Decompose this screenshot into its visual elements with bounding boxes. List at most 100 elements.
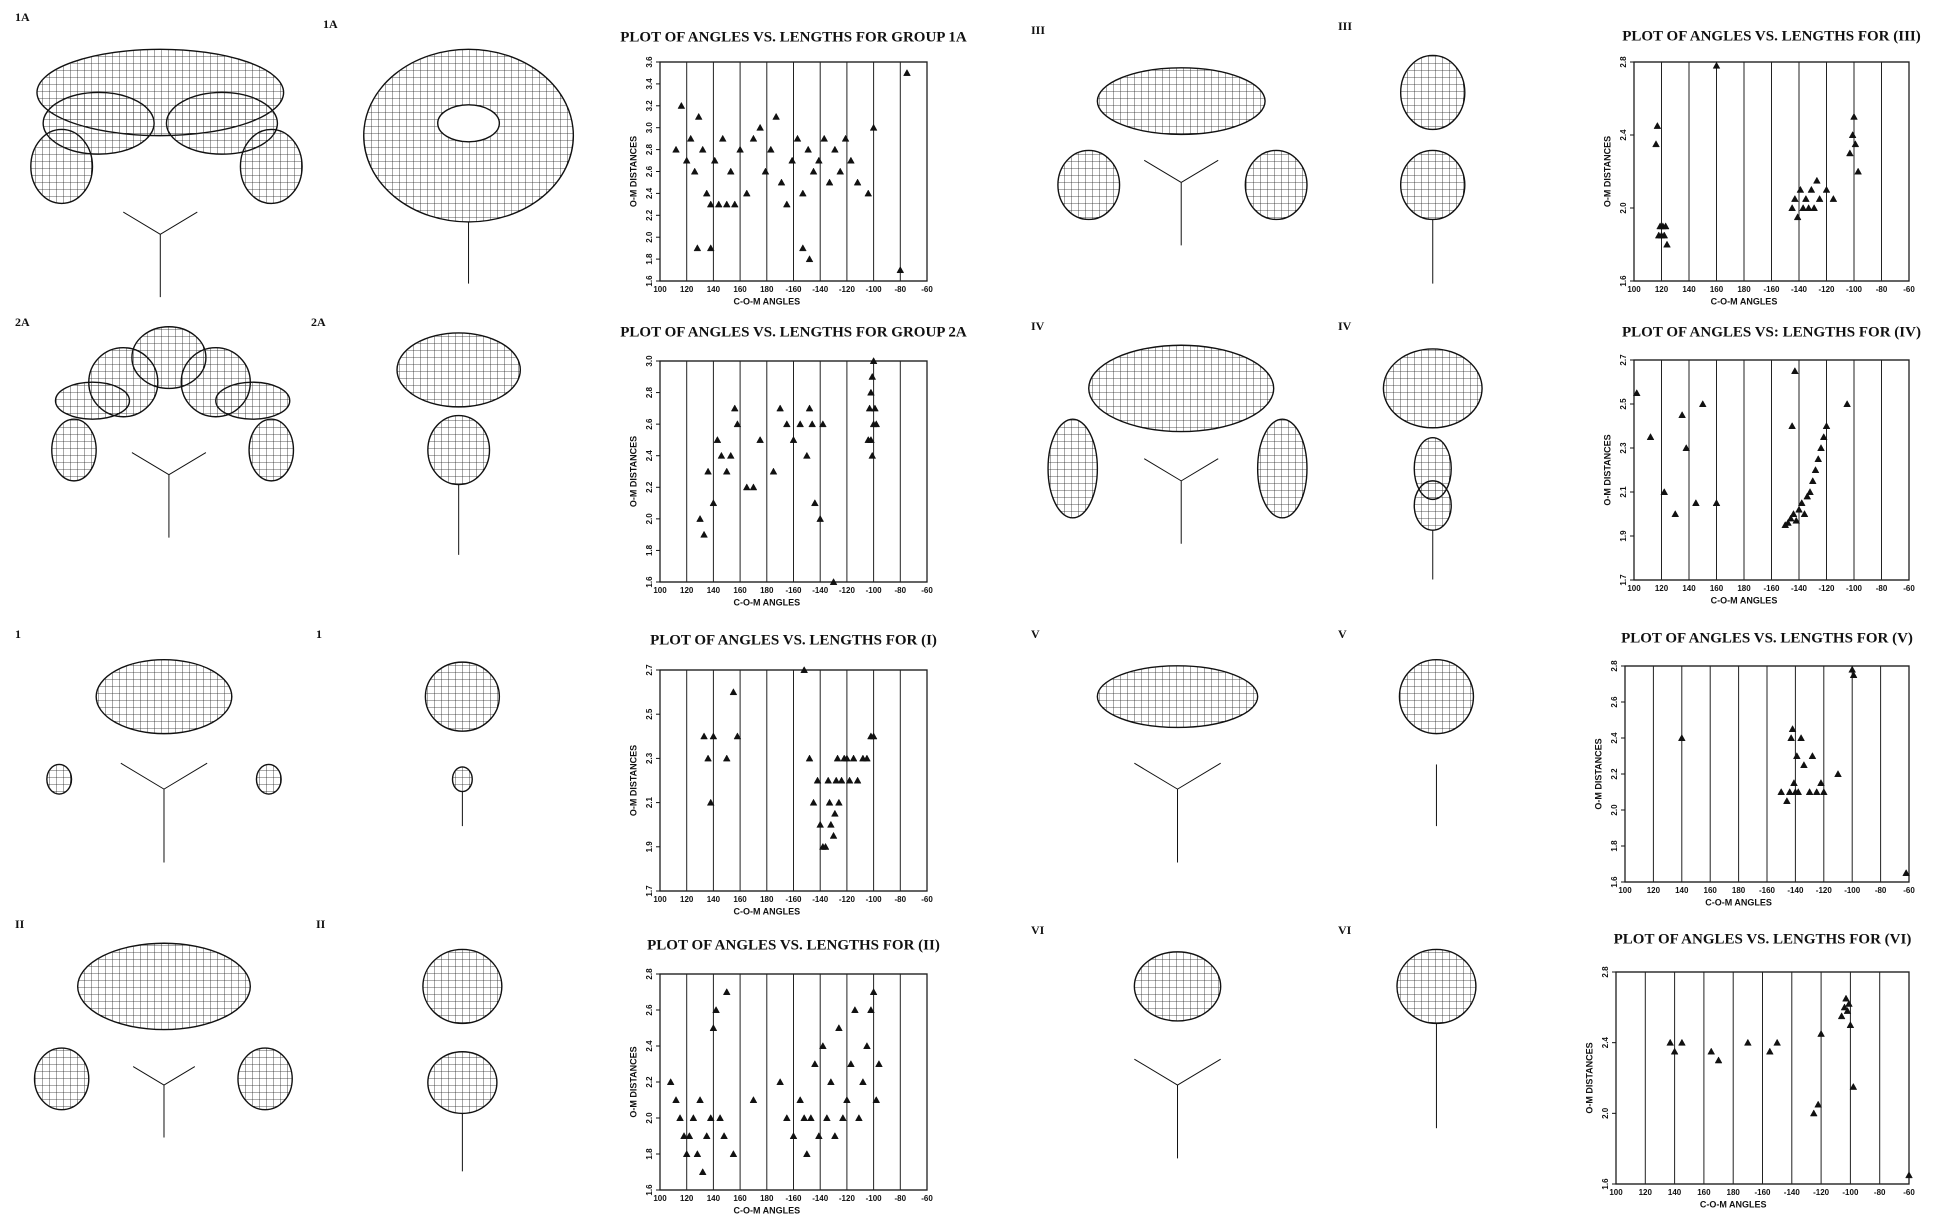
x-tick-label: 100 (1609, 1188, 1623, 1197)
x-tick-label: 160 (733, 1194, 747, 1203)
data-point (839, 1115, 846, 1121)
data-point (799, 190, 806, 196)
wireframe-lobe (55, 382, 129, 419)
x-tick-label: 160 (1710, 285, 1724, 294)
x-tick-label: -160 (785, 285, 802, 294)
data-point (1849, 132, 1856, 138)
data-point (860, 1079, 867, 1085)
data-point (1796, 506, 1803, 512)
panel-label: IV (1338, 319, 1352, 333)
x-axis-label: C-O-M ANGLES (1711, 595, 1778, 605)
data-point (1766, 1048, 1773, 1054)
wireframe-lobe (238, 1048, 292, 1110)
data-point (809, 421, 816, 427)
data-point (842, 135, 849, 141)
y-tick-label: 2.6 (645, 418, 654, 430)
data-point (870, 124, 877, 130)
data-point (1774, 1039, 1781, 1045)
data-point (1818, 445, 1825, 451)
x-tick-label: -160 (1759, 886, 1776, 895)
data-point (705, 755, 712, 761)
panel-label: III (1031, 23, 1045, 37)
x-tick-label: 140 (1682, 285, 1696, 294)
y-tick-label: 2.4 (1619, 129, 1628, 141)
data-point (778, 179, 785, 185)
chart-title: PLOT OF ANGLES VS. LENGTHS FOR (V) (1621, 630, 1913, 646)
x-tick-label: 140 (707, 285, 721, 294)
wireframe-lobe (1089, 345, 1274, 431)
data-point (714, 437, 721, 443)
y-tick-label: 1.6 (645, 576, 654, 588)
x-axis-label: C-O-M ANGLES (733, 1205, 800, 1215)
data-point (1809, 478, 1816, 484)
data-point (1793, 753, 1800, 759)
x-tick-label: 120 (1655, 584, 1669, 593)
data-point (1798, 735, 1805, 741)
wireframe-lobe (1258, 419, 1307, 518)
x-tick-label: -140 (1791, 285, 1808, 294)
x-tick-label: -60 (921, 1194, 933, 1203)
x-tick-label: -80 (1876, 584, 1888, 593)
y-tick-label: 1.6 (645, 275, 654, 287)
y-tick-label: 2.8 (1601, 966, 1610, 978)
x-tick-label: -160 (785, 586, 802, 595)
data-point (699, 146, 706, 152)
axis-tripod (123, 212, 197, 297)
figure: PLOT OF ANGLES VS. LENGTHS FOR GROUP 1A1… (0, 0, 1933, 1220)
data-point (1811, 205, 1818, 211)
data-point (711, 157, 718, 163)
data-point (683, 1151, 690, 1157)
data-point (850, 755, 857, 761)
data-point (683, 157, 690, 163)
data-point (719, 135, 726, 141)
data-point (1797, 186, 1804, 192)
data-point (717, 1115, 724, 1121)
data-point (667, 1079, 674, 1085)
x-tick-label: -160 (1763, 285, 1780, 294)
y-tick-label: 2.0 (645, 513, 654, 525)
data-point (1647, 434, 1654, 440)
data-point (848, 1061, 855, 1067)
x-tick-label: -100 (1846, 584, 1863, 593)
chart-title: PLOT OF ANGLES VS. LENGTHS FOR (III) (1622, 28, 1921, 44)
x-tick-label: 160 (733, 895, 747, 904)
data-point (690, 1115, 697, 1121)
x-tick-label: 160 (1710, 584, 1724, 593)
axis-tripod (133, 1067, 195, 1138)
chart: PLOT OF ANGLES VS. LENGTHS FOR (I)100120… (628, 632, 937, 916)
panel-label: V (1031, 627, 1040, 641)
data-point (1815, 456, 1822, 462)
wireframe-drawings (31, 49, 1482, 1171)
panel-label: 1A (15, 10, 30, 24)
x-tick-label: -120 (1818, 285, 1835, 294)
x-tick-label: 160 (1697, 1188, 1711, 1197)
data-point (701, 733, 708, 739)
wireframe-lobe (423, 949, 502, 1023)
y-tick-label: 1.6 (645, 1184, 654, 1196)
wireframe-lobe (1245, 150, 1307, 219)
y-tick-label: 2.4 (645, 187, 654, 199)
data-point (1713, 500, 1720, 506)
x-axis-label: C-O-M ANGLES (1700, 1199, 1767, 1209)
wireframe-lobe (31, 129, 93, 203)
x-tick-label: 100 (653, 1194, 667, 1203)
wireframe-lobe (453, 767, 473, 792)
data-point (864, 1043, 871, 1049)
panel-label: IV (1031, 319, 1045, 333)
data-point (872, 405, 879, 411)
y-tick-label: 3.0 (645, 355, 654, 367)
data-point (803, 1151, 810, 1157)
x-tick-label: -160 (785, 895, 802, 904)
data-point (1778, 789, 1785, 795)
y-tick-label: 1.8 (1610, 840, 1619, 852)
x-tick-label: 180 (760, 1194, 774, 1203)
data-point (1808, 186, 1815, 192)
data-point (750, 1097, 757, 1103)
data-point (1810, 1110, 1817, 1116)
y-axis-label: O-M DISTANCES (1593, 738, 1603, 809)
data-point (1664, 241, 1671, 247)
data-point (783, 421, 790, 427)
wireframe-lobe (249, 419, 293, 481)
data-point (694, 245, 701, 251)
wireframe-lobe (256, 764, 281, 794)
